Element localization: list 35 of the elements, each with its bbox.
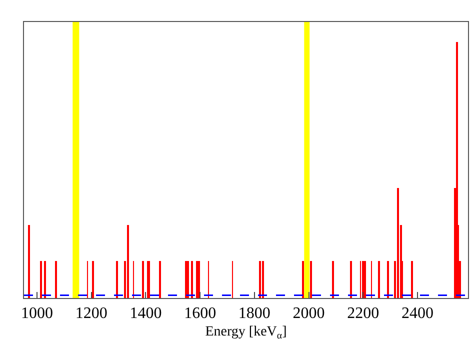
bar [187, 261, 189, 298]
bar [332, 261, 334, 298]
bar [310, 261, 312, 298]
bar [350, 261, 352, 298]
bar [198, 261, 200, 298]
bar [127, 225, 129, 298]
bar [159, 261, 161, 298]
bar [259, 261, 261, 298]
bar [397, 188, 399, 298]
bar [191, 261, 193, 298]
bar [262, 261, 264, 298]
bar [44, 261, 46, 298]
x-tick-label: 2200 [347, 305, 380, 322]
x-tick-label: 1800 [238, 305, 270, 322]
bar [411, 261, 413, 298]
bar [196, 261, 198, 298]
bar [92, 261, 94, 298]
bar [387, 261, 389, 298]
x-axis-title: Energy [keV$_{α}$] [205, 324, 287, 342]
bar [364, 261, 366, 298]
bar [40, 261, 42, 298]
bar [116, 261, 118, 298]
x-tick-label: 1000 [21, 305, 54, 322]
x-tick-label: 2000 [292, 305, 325, 322]
bar [28, 225, 30, 298]
bar [378, 261, 380, 298]
x-tick-label: 1400 [130, 305, 162, 322]
bar [302, 261, 304, 298]
x-tick-label: 1200 [75, 305, 108, 322]
x-tick-label: 1600 [184, 305, 216, 322]
bar [142, 261, 144, 298]
bar [55, 261, 57, 298]
bar [185, 261, 187, 298]
x-tick-label: 2400 [401, 305, 434, 322]
bar [362, 261, 364, 298]
